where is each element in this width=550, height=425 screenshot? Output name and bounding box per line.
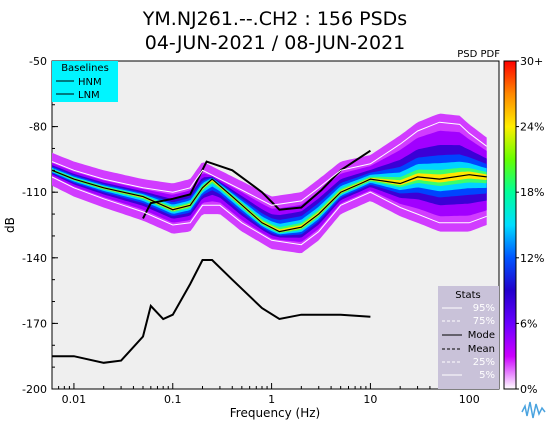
- p5-legend-label: 5%: [479, 370, 495, 381]
- x-tick-label: 0.1: [164, 393, 182, 406]
- stats-legend-box: [438, 286, 499, 389]
- x-tick-label: 100: [459, 393, 480, 406]
- hnm-legend-label: HNM: [78, 77, 102, 88]
- density-band-indigo: [52, 145, 487, 238]
- mode-legend-label: Mode: [468, 330, 495, 341]
- colorbar-tick-label: 0%: [520, 383, 537, 396]
- chart-title-line1: YM.NJ261.--.CH2 : 156 PSDs: [142, 8, 407, 30]
- series-line-lnm: [52, 259, 371, 364]
- density-band-outer: [52, 113, 487, 254]
- y-axis-label: dB: [3, 217, 17, 233]
- y-tick-label: -140: [22, 252, 47, 265]
- colorbar-tick-label: 30+: [520, 55, 543, 68]
- x-axis-label: Frequency (Hz): [230, 406, 321, 420]
- y-tick-label: -200: [22, 383, 47, 396]
- series-line-95pct: [52, 121, 487, 206]
- p75-legend-label: 75%: [473, 316, 495, 327]
- x-tick-label: 0.01: [62, 393, 87, 406]
- p95-legend-label: 95%: [473, 303, 495, 314]
- chart-title-line2: 04-JUN-2021 / 08-JUN-2021: [145, 32, 406, 54]
- colorbar: [503, 60, 517, 390]
- x-tick-label: 10: [363, 393, 377, 406]
- mean-legend-label: Mean: [468, 344, 495, 355]
- density-band-violet: [52, 130, 487, 242]
- lnm-legend-label: LNM: [78, 90, 100, 101]
- density-band-yellow: [52, 169, 487, 233]
- psd-pdf-label: PSD PDF: [457, 49, 500, 60]
- baselines-legend: Baselines HNM LNM: [52, 61, 118, 102]
- y-tick-label: -50: [29, 55, 47, 68]
- colorbar-tick-label: 24%: [520, 121, 544, 134]
- y-tick-label: -170: [22, 317, 47, 330]
- baselines-legend-title: Baselines: [61, 63, 109, 74]
- x-tick-label: 1: [268, 393, 275, 406]
- y-tick-label: -80: [29, 121, 47, 134]
- colorbar-tick-label: 12%: [520, 252, 544, 265]
- stats-legend: Stats 95% 75% Mode Mean 25% 5%: [438, 286, 499, 389]
- series-line-hnm: [142, 149, 371, 219]
- colorbar-tick-label: 18%: [520, 186, 544, 199]
- stats-legend-title: Stats: [455, 290, 481, 301]
- colorbar-tick-label: 6%: [520, 317, 537, 330]
- logo-icon: [520, 398, 548, 422]
- y-tick-label: -110: [22, 186, 47, 199]
- series-line-mode: [52, 169, 487, 233]
- series-line-5pct: [52, 176, 487, 246]
- p25-legend-label: 25%: [473, 357, 495, 368]
